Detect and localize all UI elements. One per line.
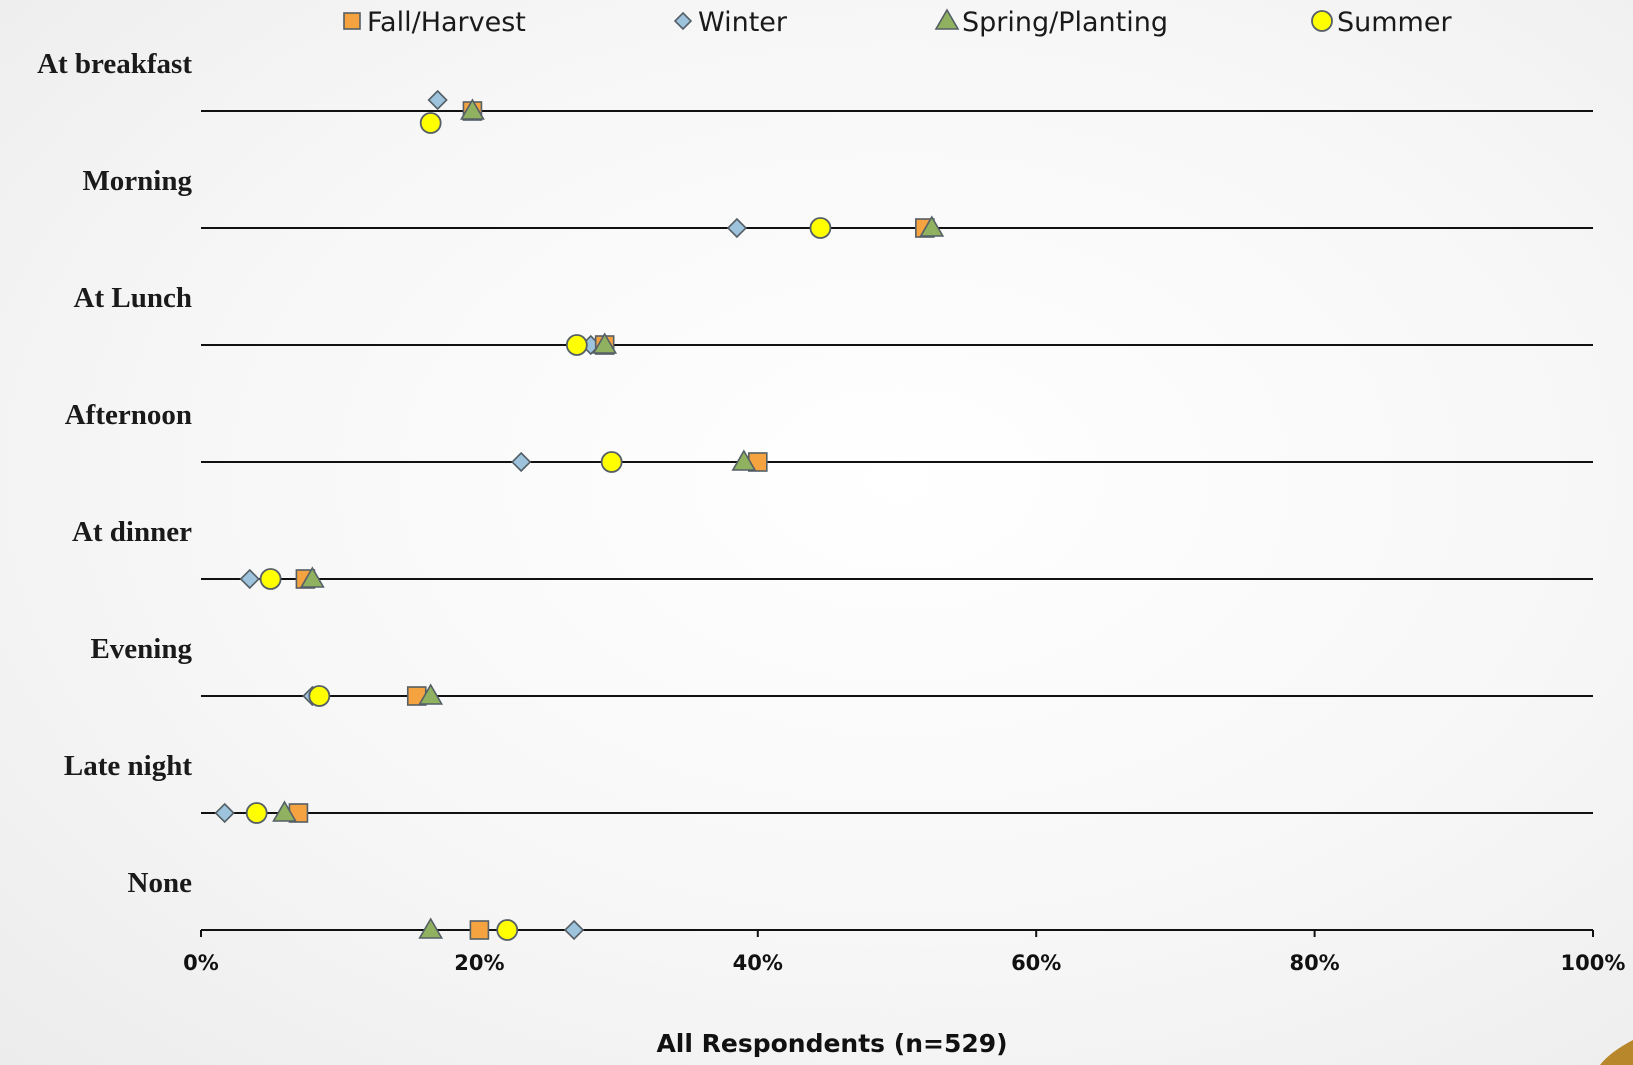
legend-label: Winter	[698, 7, 788, 38]
data-markers	[214, 89, 945, 941]
x-tick-label: 80%	[1289, 951, 1339, 975]
point-spring-planting-at-dinner	[299, 566, 325, 588]
x-tick-label: 100%	[1561, 951, 1626, 975]
x-tick-label: 20%	[454, 951, 504, 975]
legend-item-winter: Winter	[673, 7, 788, 38]
point-summer-morning	[809, 217, 832, 239]
legend-square-symbol	[343, 12, 361, 30]
point-summer-at-dinner	[259, 568, 282, 590]
point-winter-late-night	[214, 802, 235, 824]
point-summer-at-lunch	[565, 334, 588, 356]
category-label-none: None	[128, 867, 193, 899]
legend-item-fall-harvest: Fall/Harvest	[343, 7, 526, 38]
point-winter-at-dinner	[239, 568, 260, 590]
point-spring-planting-afternoon	[731, 449, 757, 471]
point-spring-planting-at-lunch	[592, 332, 618, 354]
category-label-afternoon: Afternoon	[65, 399, 192, 431]
legend-label: Summer	[1337, 7, 1452, 38]
legend-diamond-symbol	[673, 11, 693, 31]
point-summer-afternoon	[600, 451, 623, 473]
point-spring-planting-none	[418, 917, 444, 939]
point-winter-morning	[726, 217, 748, 239]
category-label-at-breakfast: At breakfast	[37, 48, 192, 80]
point-spring-planting-morning	[919, 215, 945, 237]
category-label-evening: Evening	[90, 633, 192, 665]
point-winter-none	[563, 919, 585, 941]
category-label-morning: Morning	[82, 165, 192, 197]
category-label-at-lunch: At Lunch	[74, 282, 192, 314]
point-summer-late-night	[245, 802, 268, 824]
point-fall-harvest-none	[469, 920, 490, 940]
point-winter-at-breakfast	[427, 89, 448, 111]
x-axis-title: All Respondents (n=529)	[656, 1029, 1007, 1058]
x-tick-label: 60%	[1011, 951, 1061, 975]
category-rows: At breakfast Morning At Lunch Afternoon At d…	[37, 48, 1593, 931]
point-summer-evening	[308, 685, 331, 707]
category-label-late-night: Late night	[64, 750, 192, 782]
legend-circle-symbol	[1311, 10, 1333, 32]
x-axis: 0% 20% 40% 60% 80% 100%	[183, 930, 1625, 975]
x-tick-label: 40%	[733, 951, 783, 975]
legend-triangle-symbol	[934, 8, 960, 30]
point-spring-planting-evening	[418, 683, 444, 705]
point-summer-none	[496, 919, 519, 941]
category-label-at-dinner: At dinner	[72, 516, 192, 548]
legend-label: Spring/Planting	[962, 7, 1168, 38]
point-spring-planting-at-breakfast	[460, 98, 485, 120]
corner-decoration	[1600, 1040, 1633, 1065]
x-tick-label: 0%	[183, 951, 219, 975]
legend-item-summer: Summer	[1311, 7, 1452, 38]
point-summer-at-breakfast	[419, 112, 442, 134]
legend: Fall/Harvest Winter Spring/Planting Summer	[343, 7, 1452, 38]
point-spring-planting-late-night	[272, 800, 297, 822]
point-winter-afternoon	[511, 451, 532, 473]
legend-item-spring-planting: Spring/Planting	[934, 7, 1168, 38]
legend-label: Fall/Harvest	[367, 7, 526, 38]
